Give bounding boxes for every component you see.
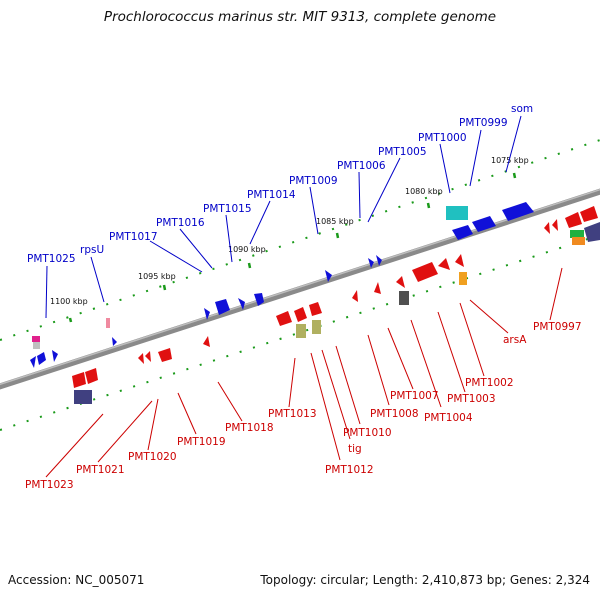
- gene-feature[interactable]: [455, 254, 464, 267]
- gene-feature[interactable]: [580, 206, 598, 222]
- gene-label[interactable]: PMT1019: [177, 436, 226, 448]
- gene-label[interactable]: PMT1023: [25, 479, 74, 491]
- gene-feature[interactable]: [158, 348, 172, 362]
- scale-major-ticks: [68, 172, 517, 323]
- gene-feature[interactable]: [376, 255, 382, 266]
- gene-feature[interactable]: [138, 353, 144, 364]
- gene-label[interactable]: PMT1007: [390, 390, 439, 402]
- gene-label[interactable]: PMT1021: [76, 464, 125, 476]
- gene-feature[interactable]: [452, 225, 473, 240]
- gene-feature[interactable]: [204, 308, 210, 320]
- gene-feature[interactable]: [570, 230, 584, 238]
- gene-feature[interactable]: [472, 216, 496, 232]
- gene-feature[interactable]: [254, 293, 264, 306]
- gene-label[interactable]: PMT1015: [203, 203, 252, 215]
- tick-label: 1085 kbp: [316, 217, 354, 226]
- gene-feature[interactable]: [446, 206, 468, 220]
- gene-label[interactable]: rpsU: [80, 244, 104, 256]
- gene-label[interactable]: PMT1000: [418, 132, 467, 144]
- gene-label[interactable]: PMT1003: [447, 393, 496, 405]
- gene-feature[interactable]: [565, 212, 582, 228]
- gene-feature[interactable]: [368, 258, 374, 268]
- tick-label: 1090 kbp: [228, 245, 266, 254]
- gene-label[interactable]: tig: [348, 443, 362, 455]
- gene-feature[interactable]: [32, 336, 40, 342]
- gene-feature[interactable]: [145, 351, 151, 362]
- gene-feature[interactable]: [74, 390, 92, 404]
- gene-feature[interactable]: [112, 337, 117, 346]
- gene-feature[interactable]: [52, 350, 58, 362]
- forward-leader-lines: [45, 115, 522, 319]
- accession-text: Accession: NC_005071: [8, 573, 145, 587]
- gene-feature[interactable]: [85, 368, 98, 384]
- gene-feature[interactable]: [572, 237, 585, 245]
- gene-feature[interactable]: [33, 342, 40, 349]
- gene-feature[interactable]: [238, 298, 245, 310]
- gene-feature[interactable]: [37, 352, 46, 365]
- gene-feature[interactable]: [396, 276, 405, 288]
- gene-feature[interactable]: [374, 282, 381, 294]
- reverse-leader-lines: [45, 267, 563, 478]
- gene-label[interactable]: PMT1010: [343, 427, 392, 439]
- gene-label[interactable]: PMT1016: [156, 217, 205, 229]
- gene-feature[interactable]: [502, 202, 534, 221]
- genome-axis-highlight: [0, 188, 600, 386]
- gene-feature[interactable]: [438, 258, 450, 270]
- gene-label[interactable]: som: [511, 103, 533, 115]
- forward-gene-labels: PMT1025 rpsU PMT1017 PMT1016 PMT1015 PMT…: [27, 103, 533, 265]
- gene-label[interactable]: PMT0999: [459, 117, 508, 129]
- gene-feature[interactable]: [325, 270, 332, 282]
- gene-feature[interactable]: [399, 291, 409, 305]
- gene-feature[interactable]: [584, 222, 600, 242]
- tick-label: 1075 kbp: [491, 156, 529, 165]
- gene-label[interactable]: PMT1025: [27, 253, 76, 265]
- gene-feature[interactable]: [215, 299, 230, 315]
- gene-label[interactable]: PMT1004: [424, 412, 473, 424]
- gene-feature[interactable]: [312, 320, 321, 334]
- gene-label[interactable]: PMT1013: [268, 408, 317, 420]
- gene-feature[interactable]: [412, 262, 438, 282]
- gene-label[interactable]: PMT0997: [533, 321, 582, 333]
- gene-feature[interactable]: [294, 307, 307, 322]
- genome-axis: [0, 188, 600, 390]
- gene-label[interactable]: PMT1009: [289, 175, 338, 187]
- gene-label[interactable]: PMT1005: [378, 146, 427, 158]
- gene-label[interactable]: PMT1014: [247, 189, 296, 201]
- gene-label[interactable]: PMT1002: [465, 377, 514, 389]
- gene-feature[interactable]: [352, 290, 358, 302]
- forward-gene-features: [30, 202, 600, 368]
- gene-feature[interactable]: [459, 272, 467, 285]
- gene-feature[interactable]: [296, 324, 306, 338]
- gene-feature[interactable]: [552, 219, 558, 231]
- gene-feature[interactable]: [544, 222, 550, 234]
- gene-label[interactable]: PMT1017: [109, 231, 158, 243]
- reverse-gene-features: [72, 206, 598, 404]
- gene-label[interactable]: PMT1018: [225, 422, 274, 434]
- gene-feature[interactable]: [106, 318, 110, 328]
- tick-label: 1095 kbp: [138, 272, 176, 281]
- reverse-gene-labels: PMT0997 arsA PMT1002 PMT1003 PMT1004 PMT…: [25, 321, 582, 491]
- tick-label: 1100 kbp: [50, 297, 88, 306]
- gene-label[interactable]: PMT1008: [370, 408, 419, 420]
- genome-summary-text: Topology: circular; Length: 2,410,873 bp…: [260, 573, 590, 587]
- gene-feature[interactable]: [72, 372, 86, 388]
- gene-label[interactable]: PMT1012: [325, 464, 374, 476]
- tick-label: 1080 kbp: [405, 187, 443, 196]
- gene-label[interactable]: PMT1020: [128, 451, 177, 463]
- map-title: Prochlorococcus marinus str. MIT 9313, c…: [103, 9, 497, 25]
- gene-label[interactable]: PMT1006: [337, 160, 386, 172]
- gene-label[interactable]: arsA: [503, 334, 527, 346]
- gene-feature[interactable]: [203, 336, 210, 347]
- gene-feature[interactable]: [309, 302, 322, 316]
- gene-feature[interactable]: [30, 356, 36, 368]
- gene-feature[interactable]: [276, 311, 292, 326]
